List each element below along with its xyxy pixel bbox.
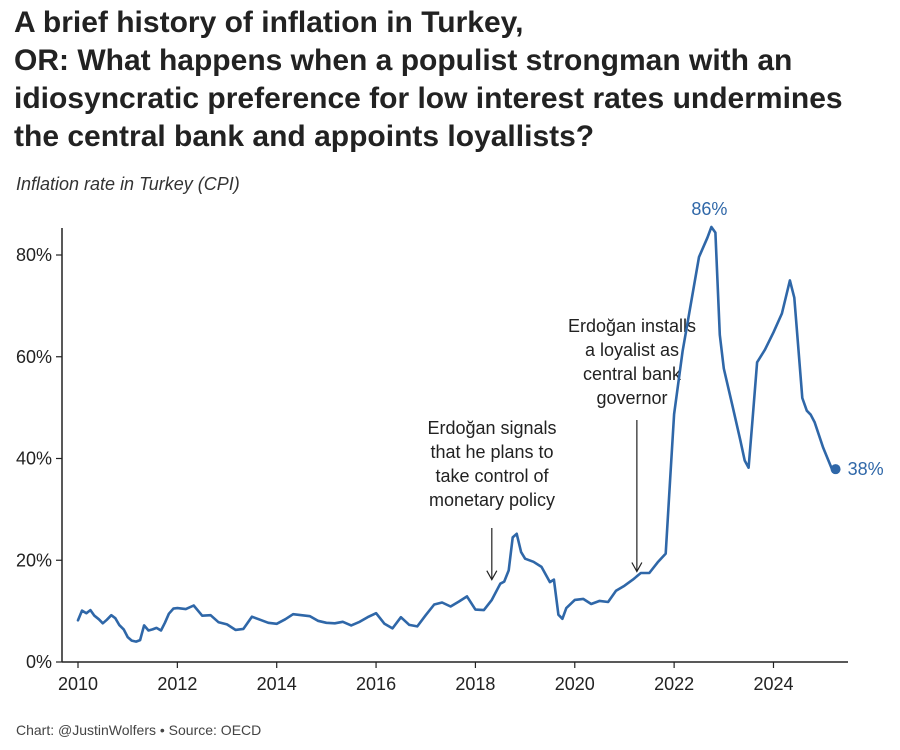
x-tick-label: 2012 [157,674,197,694]
annotation-text-line: central bank [583,364,682,384]
annotation-text-line: Erdoğan signals [427,418,556,438]
chart-axes: 0% 20% 40% 60% 80% 2010 2012 2014 2016 2018 2020 20… [16,228,848,694]
annotation-text-line: governor [596,388,667,408]
x-tick-label: 2014 [257,674,297,694]
x-tick-label: 2016 [356,674,396,694]
y-tick-label: 80% [16,245,52,265]
x-tick-label: 2020 [555,674,595,694]
annotation-text-line: that he plans to [430,442,553,462]
inflation-series-line [76,225,837,643]
y-tick-label: 60% [16,347,52,367]
annotation-text-line: Erdoğan installs [568,316,696,336]
annotation-text-line: monetary policy [429,490,555,510]
title-line-2: OR: What happens when a populist strongm… [14,44,793,77]
x-tick-label: 2024 [753,674,793,694]
y-tick-label: 40% [16,449,52,469]
title-line-1: A brief history of inflation in Turkey, [14,6,524,39]
annotation-text-line: a loyalist as [585,340,679,360]
title-line-4: the central bank and appoints loyallists… [14,120,595,153]
chart-series [76,225,837,643]
x-tick-label: 2022 [654,674,694,694]
inflation-line-chart: 0% 20% 40% 60% 80% 2010 2012 2014 2016 2018 2020 20… [16,199,884,694]
y-tick-label: 0% [26,652,52,672]
annotation-text-line: take control of [435,466,549,486]
chart-annotations: Erdoğan signals that he plans to take cont… [427,316,696,581]
latest-value-label: 38% [848,459,884,479]
x-tick-label: 2018 [455,674,495,694]
peak-value-label: 86% [691,199,727,219]
x-tick-label: 2010 [58,674,98,694]
chart-subtitle: Inflation rate in Turkey (CPI) [16,174,240,194]
latest-value-marker [830,464,841,475]
y-tick-label: 20% [16,550,52,570]
chart-credit: Chart: @JustinWolfers • Source: OECD [16,722,262,738]
title-line-3: idiosyncratic preference for low interes… [14,82,843,115]
chart-title: A brief history of inflation in Turkey, … [14,4,894,156]
annotation-arrow-head [631,562,643,573]
chart-point-labels: 86% 38% [691,199,883,479]
annotation-arrow-head [486,570,498,581]
